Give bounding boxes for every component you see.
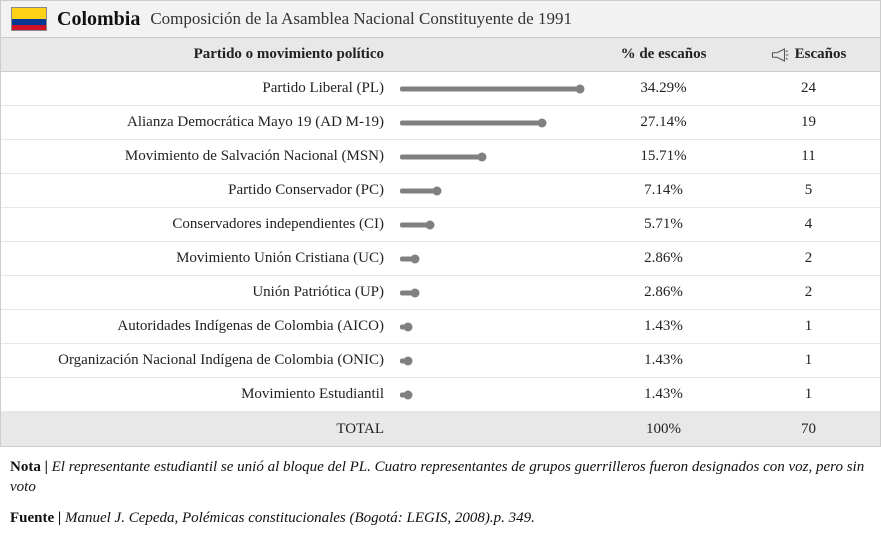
total-percent: 100% <box>586 413 741 446</box>
party-label: Unión Patriótica (UP) <box>1 277 396 308</box>
party-label: Movimiento de Salvación Nacional (MSN) <box>1 141 396 172</box>
party-label: Movimiento Unión Cristiana (UC) <box>1 243 396 274</box>
table-row: Partido Conservador (PC) 7.14%5 <box>1 174 880 208</box>
bar-cell <box>396 77 586 101</box>
col-header-bar <box>396 38 586 71</box>
total-row: TOTAL 100% 70 <box>1 412 880 446</box>
seats-value: 19 <box>741 107 876 138</box>
seats-value: 4 <box>741 209 876 240</box>
seats-value: 1 <box>741 379 876 410</box>
megaphone-icon <box>771 48 789 62</box>
table-row: Movimiento de Salvación Nacional (MSN) 15… <box>1 140 880 174</box>
party-label: Partido Liberal (PL) <box>1 73 396 104</box>
percent-value: 1.43% <box>586 379 741 410</box>
bar-cell <box>396 247 586 271</box>
bar-end-dot <box>433 186 442 195</box>
total-bar-cell <box>396 421 586 437</box>
col-header-percent: % de escaños <box>586 38 741 71</box>
bar-end-dot <box>576 84 585 93</box>
bar-cell <box>396 213 586 237</box>
bar-end-dot <box>538 118 547 127</box>
source-label: Fuente | <box>10 510 61 526</box>
party-label: Organización Nacional Indígena de Colomb… <box>1 345 396 376</box>
bar-end-dot <box>403 322 412 331</box>
source-block: Fuente | Manuel J. Cepeda, Polémicas con… <box>0 502 881 537</box>
table-row: Unión Patriótica (UP) 2.86%2 <box>1 276 880 310</box>
col-header-party: Partido o movimiento político <box>1 38 396 71</box>
percent-value: 34.29% <box>586 73 741 104</box>
source-text: Manuel J. Cepeda, Polémicas constitucion… <box>65 510 535 526</box>
bar-cell <box>396 281 586 305</box>
col-header-seats: Escaños <box>741 38 876 71</box>
total-label: TOTAL <box>1 414 396 445</box>
table-row: Movimiento Unión Cristiana (UC) 2.86%2 <box>1 242 880 276</box>
bar-cell <box>396 179 586 203</box>
table-row: Conservadores independientes (CI) 5.71%4 <box>1 208 880 242</box>
seats-value: 1 <box>741 345 876 376</box>
bar-end-dot <box>403 356 412 365</box>
bar-end-dot <box>478 152 487 161</box>
bar-cell <box>396 383 586 407</box>
percent-value: 15.71% <box>586 141 741 172</box>
party-label: Partido Conservador (PC) <box>1 175 396 206</box>
seats-value: 24 <box>741 73 876 104</box>
seats-value: 11 <box>741 141 876 172</box>
bar-cell <box>396 315 586 339</box>
bar-cell <box>396 349 586 373</box>
party-label: Autoridades Indígenas de Colombia (AICO) <box>1 311 396 342</box>
note-label: Nota | <box>10 459 48 475</box>
party-label: Movimiento Estudiantil <box>1 379 396 410</box>
seats-value: 1 <box>741 311 876 342</box>
table-row: Partido Liberal (PL) 34.29%24 <box>1 72 880 106</box>
column-headers: Partido o movimiento político % de escañ… <box>1 38 880 72</box>
percent-value: 27.14% <box>586 107 741 138</box>
bar-cell <box>396 145 586 169</box>
bar-line <box>400 120 542 125</box>
percent-value: 1.43% <box>586 345 741 376</box>
total-seats: 70 <box>741 413 876 446</box>
flag-icon <box>11 7 47 31</box>
seats-value: 2 <box>741 243 876 274</box>
bar-end-dot <box>411 254 420 263</box>
bar-end-dot <box>411 288 420 297</box>
table-body: Partido Liberal (PL)34.29%24Alianza Demo… <box>1 72 880 412</box>
bar-line <box>400 154 482 159</box>
percent-value: 7.14% <box>586 175 741 206</box>
bar-end-dot <box>425 220 434 229</box>
party-label: Alianza Democrática Mayo 19 (AD M-19) <box>1 107 396 138</box>
percent-value: 5.71% <box>586 209 741 240</box>
percent-value: 2.86% <box>586 243 741 274</box>
bar-cell <box>396 111 586 135</box>
party-label: Conservadores independientes (CI) <box>1 209 396 240</box>
table-row: Movimiento Estudiantil 1.43%1 <box>1 378 880 412</box>
col-header-seats-text: Escaños <box>795 46 847 63</box>
table-subtitle: Composición de la Asamblea Nacional Cons… <box>150 9 572 29</box>
table-row: Alianza Democrática Mayo 19 (AD M-19) 27.… <box>1 106 880 140</box>
seats-value: 2 <box>741 277 876 308</box>
note-block: Nota | El representante estudiantil se u… <box>0 447 881 502</box>
bar-line <box>400 86 580 91</box>
country-name: Colombia <box>57 8 140 31</box>
table-row: Organización Nacional Indígena de Colomb… <box>1 344 880 378</box>
bar-end-dot <box>403 390 412 399</box>
percent-value: 1.43% <box>586 311 741 342</box>
table-container: Colombia Composición de la Asamblea Naci… <box>0 0 881 447</box>
note-text: El representante estudiantil se unió al … <box>10 459 864 495</box>
percent-value: 2.86% <box>586 277 741 308</box>
title-bar: Colombia Composición de la Asamblea Naci… <box>1 1 880 38</box>
bar-line <box>400 188 437 193</box>
seats-value: 5 <box>741 175 876 206</box>
table-row: Autoridades Indígenas de Colombia (AICO)… <box>1 310 880 344</box>
